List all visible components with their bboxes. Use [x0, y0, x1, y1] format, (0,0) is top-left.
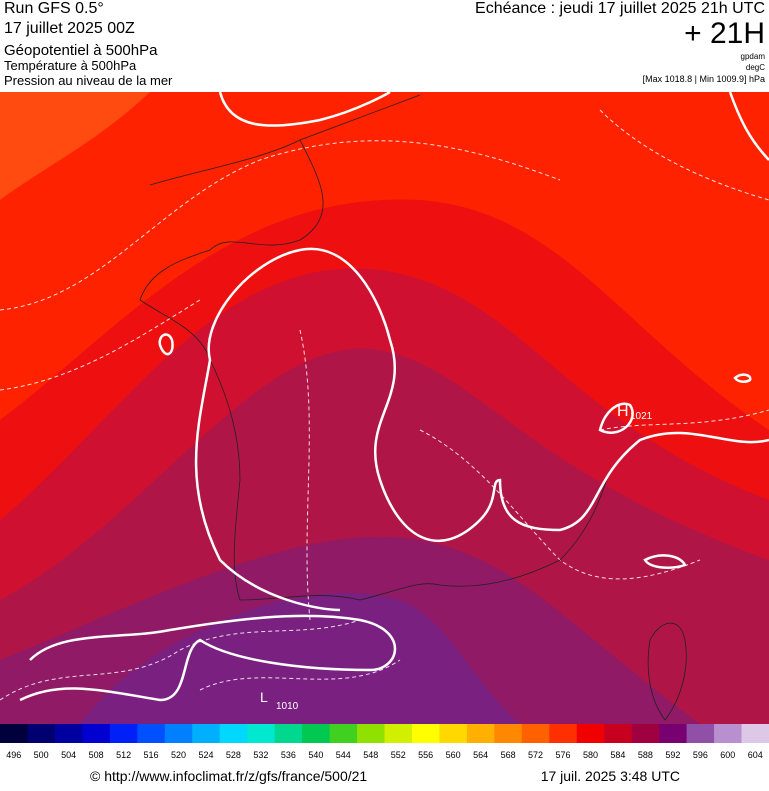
marker: H [617, 403, 629, 420]
colorbar-label: 600 [720, 750, 735, 760]
colorbar-label: 516 [144, 750, 159, 760]
colorbar-cell [357, 724, 385, 743]
colorbar-label: 588 [638, 750, 653, 760]
colorbar-cell [0, 724, 28, 743]
colorbar-cell [466, 724, 495, 743]
field [0, 92, 150, 200]
colorbar-cell [576, 724, 605, 743]
colorbar-cell [549, 724, 578, 743]
colorbar-cell [439, 724, 468, 743]
colorbar-label: 500 [34, 750, 49, 760]
colorbar-cell [384, 724, 413, 743]
colorbar-label: 584 [610, 750, 625, 760]
lead-time: + 21H [684, 17, 765, 50]
map: H 1021 L 1010 [0, 92, 769, 724]
colorbar-label: 524 [198, 750, 213, 760]
colorbar-cell [741, 724, 769, 743]
pressure-label: 1010 [276, 701, 299, 712]
colorbar-label: 508 [89, 750, 104, 760]
colorbar-label: 528 [226, 750, 241, 760]
run: 17 juillet 2025 00Z [4, 20, 135, 37]
colorbar-label: 496 [6, 750, 21, 760]
colorbar-cell [631, 724, 660, 743]
colorbar-cell [192, 724, 221, 743]
unit: gpdam [741, 52, 766, 61]
colorbar-cell [604, 724, 633, 743]
colorbar-label: 552 [391, 750, 406, 760]
colorbar-label: 572 [528, 750, 543, 760]
colorbar-cell [274, 724, 303, 743]
colorbar-label: 512 [116, 750, 131, 760]
coastline [139, 94, 687, 721]
colorbar-label: 536 [281, 750, 296, 760]
colorbar-label: 576 [556, 750, 571, 760]
colorbar-label: 604 [748, 750, 763, 760]
colorbar-cell [494, 724, 523, 743]
colorbar-label: 544 [336, 750, 351, 760]
colorbar-label: 568 [501, 750, 516, 760]
colorbar-cell [302, 724, 331, 743]
colorbar-label: 596 [693, 750, 708, 760]
isobars [19, 92, 769, 702]
pressure-range: [Max 1018.8 | Min 1009.9] hPa [643, 74, 765, 84]
colorbar-cell [329, 724, 358, 743]
colorbar-cell [247, 724, 276, 743]
footer-url: © http://www.infoclimat.fr/z/gfs/france/… [90, 768, 367, 784]
colorbar-cell [27, 724, 56, 743]
unit: degC [746, 63, 765, 72]
model: Run GFS 0.5° [4, 0, 104, 17]
layer: Température à 500hPa [4, 58, 137, 73]
field [80, 592, 520, 724]
pressure-label: 1021 [630, 411, 653, 422]
colorbar-label: 592 [665, 750, 680, 760]
marker: L [260, 689, 268, 705]
colorbar-cell [686, 724, 715, 743]
title: Géopotentiel à 500hPa [4, 42, 158, 59]
colorbar-cell [164, 724, 193, 743]
colorbar-label: 532 [253, 750, 268, 760]
echeance: Echéance : jeudi 17 juillet 2025 21h UTC [475, 0, 765, 17]
colorbar-label: 504 [61, 750, 76, 760]
colorbar-label: 560 [446, 750, 461, 760]
colorbar-cell [137, 724, 166, 743]
colorbar-label: 520 [171, 750, 186, 760]
colorbar-cell [411, 724, 440, 743]
colorbar-cell [521, 724, 550, 743]
colorbar-label: 548 [363, 750, 378, 760]
colorbar-cell [82, 724, 111, 743]
colorbar-label: 556 [418, 750, 433, 760]
footer-time: 17 juil. 2025 3:48 UTC [541, 768, 680, 784]
colorbar-label: 580 [583, 750, 598, 760]
colorbar-cell [714, 724, 743, 743]
colorbar-label: 540 [308, 750, 323, 760]
colorbar-cell [659, 724, 688, 743]
colorbar-cell [109, 724, 138, 743]
layer: Pression au niveau de la mer [4, 73, 173, 88]
colorbar-cell [219, 724, 248, 743]
colorbar-cell [54, 724, 83, 743]
colorbar-label: 564 [473, 750, 488, 760]
